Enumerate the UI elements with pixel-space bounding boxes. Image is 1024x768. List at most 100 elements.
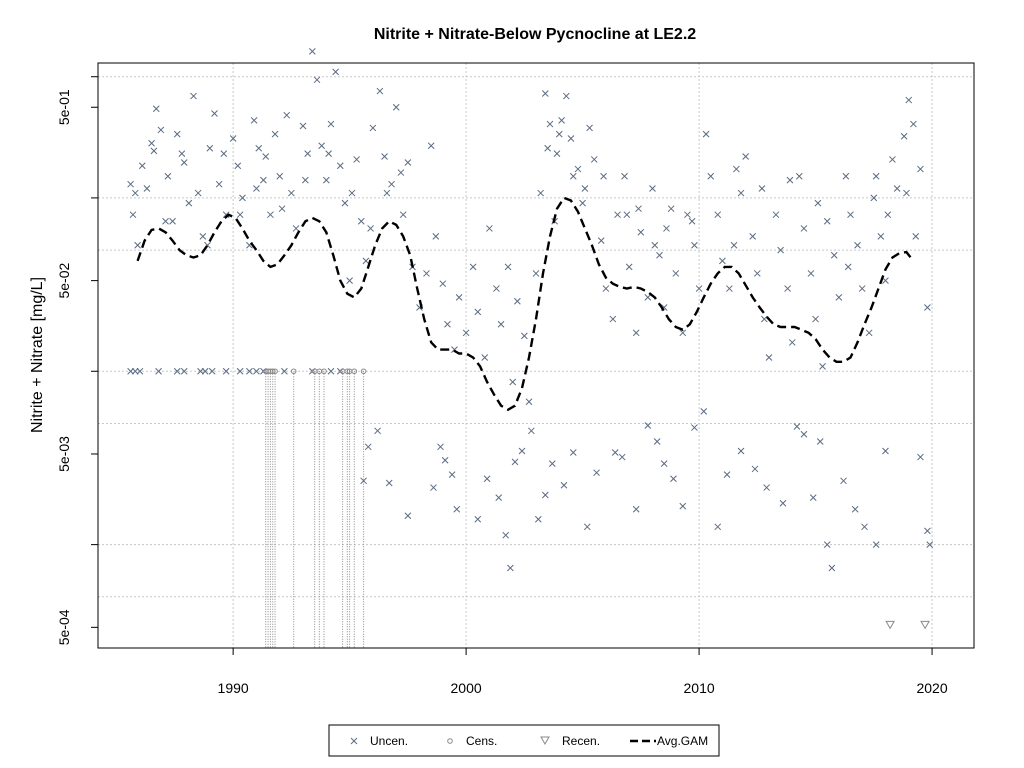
x-tick-label: 2010 (684, 680, 715, 696)
x-stroke (579, 199, 586, 207)
x-stroke (569, 449, 577, 456)
x-stroke (651, 241, 659, 249)
x-stroke (816, 438, 824, 445)
x-stroke (288, 189, 295, 197)
x-stroke (215, 180, 223, 188)
data-point-uncen (152, 105, 160, 113)
data-point-uncen (357, 217, 365, 225)
x-stroke (178, 150, 186, 158)
data-point-uncen (917, 453, 924, 461)
data-point-uncen (926, 541, 934, 548)
data-point-uncen (910, 120, 917, 128)
x-stroke (301, 176, 309, 184)
data-point-uncen (388, 180, 395, 188)
data-point-uncen (423, 270, 430, 277)
x-stroke (486, 225, 493, 232)
data-point-uncen (385, 479, 393, 487)
data-point-uncen (723, 471, 731, 478)
x-stroke (481, 354, 489, 361)
data-point-uncen (623, 211, 631, 219)
data-point-uncen (301, 176, 309, 184)
data-point-uncen (208, 367, 216, 375)
y-tick-label: 5e-02 (56, 263, 72, 299)
x-stroke (872, 541, 880, 548)
x-stroke (427, 142, 435, 150)
data-point-uncen (397, 169, 405, 176)
data-point-uncen (173, 130, 181, 138)
x-stroke (889, 156, 896, 163)
data-point-uncen (877, 233, 885, 240)
x-stroke (299, 122, 307, 130)
x-stroke (255, 144, 263, 152)
legend: Uncen. Cens. Recen. Avg.GAM (328, 724, 720, 757)
x-stroke (730, 241, 738, 249)
x-stroke (520, 332, 528, 340)
x-stroke (155, 367, 162, 375)
data-point-uncen (688, 217, 696, 225)
data-point-uncen (341, 199, 349, 207)
legend-label-recen: Recen. (562, 734, 600, 748)
data-point-uncen (800, 430, 808, 438)
data-point-uncen (793, 423, 801, 430)
data-point-uncen (644, 422, 652, 429)
data-point-uncen (474, 515, 482, 523)
x-stroke (327, 120, 335, 128)
x-stroke (695, 285, 703, 292)
x-stroke (367, 225, 374, 232)
data-point-uncen (700, 408, 708, 415)
x-stroke (586, 124, 593, 132)
data-point-uncen (127, 180, 134, 188)
data-point-uncen (236, 211, 244, 219)
data-point-uncen (369, 124, 377, 132)
x-stroke (399, 211, 407, 219)
y-tick-label: 5e-04 (56, 609, 72, 645)
x-stroke (865, 329, 873, 337)
x-stroke (441, 456, 449, 464)
x-axis: 1990 2000 2010 2020 (218, 648, 948, 696)
x-stroke (637, 228, 645, 236)
x-stroke (882, 447, 889, 455)
gam-line (136, 196, 915, 412)
data-point-uncen (672, 270, 680, 277)
x-stroke (236, 367, 244, 375)
x-stroke (749, 233, 757, 240)
x-stroke (644, 294, 652, 301)
data-point-uncen (632, 505, 640, 513)
x-stroke (917, 453, 924, 461)
x-stroke (742, 153, 750, 160)
gam-line-group (136, 196, 915, 412)
data-point-uncen (772, 211, 780, 219)
x-stroke (332, 68, 339, 76)
data-point-uncen (322, 176, 330, 184)
data-point-uncen (493, 285, 500, 292)
data-point-uncen (374, 427, 381, 435)
data-point-uncen (663, 225, 670, 232)
data-point-uncen (222, 211, 230, 219)
data-point-uncen (399, 211, 407, 219)
x-stroke (262, 153, 270, 160)
data-point-uncen (786, 176, 794, 184)
plot-frame (97, 62, 975, 649)
x-stroke (814, 199, 822, 207)
x-stroke (534, 515, 542, 523)
data-point-uncen (924, 527, 931, 535)
data-point-uncen (518, 447, 526, 455)
x-stroke (246, 367, 253, 375)
data-point-uncen (541, 90, 549, 97)
data-point-uncen (784, 285, 791, 292)
data-point-uncen (760, 315, 768, 323)
x-stroke (313, 76, 321, 84)
data-point-uncen (893, 185, 901, 192)
x-stroke (376, 87, 384, 95)
data-point-uncen (441, 456, 449, 464)
x-stroke (509, 378, 517, 386)
data-point-uncen (260, 176, 267, 184)
x-stroke (760, 315, 768, 323)
x-stroke (336, 162, 344, 170)
x-stroke (364, 443, 372, 451)
data-point-uncen (905, 96, 913, 104)
data-point-uncen (882, 277, 889, 284)
x-stroke (851, 505, 859, 513)
